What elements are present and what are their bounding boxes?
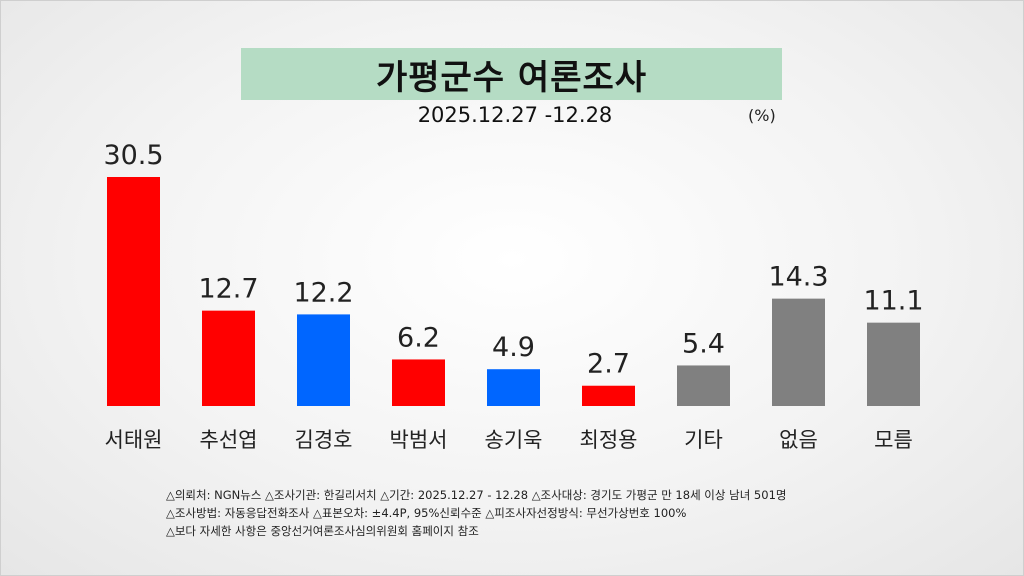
chart-title: 가평군수 여론조사: [375, 57, 648, 98]
value-label: 5.4: [682, 328, 725, 359]
category-label: 김경호: [295, 428, 353, 452]
bar-기타: [677, 365, 730, 406]
category-label: 없음: [779, 428, 818, 452]
bar-송기욱: [487, 369, 540, 406]
value-label: 4.9: [492, 332, 535, 363]
category-label: 박범서: [390, 428, 448, 452]
footnotes: △의뢰처: NGN뉴스 △조사기관: 한길리서치 △기간: 2025.12.27…: [166, 486, 786, 540]
bar-없음: [772, 298, 825, 406]
value-label: 30.5: [103, 140, 163, 171]
survey-date: 2025.12.27 -12.28: [417, 103, 613, 127]
footnote-line: △의뢰처: NGN뉴스 △조사기관: 한길리서치 △기간: 2025.12.27…: [166, 488, 787, 502]
category-label: 송기욱: [485, 428, 543, 452]
category-label: 모름: [874, 428, 913, 452]
value-label: 12.2: [293, 277, 353, 308]
title-banner: 가평군수 여론조사: [241, 48, 782, 100]
bar-모름: [867, 322, 920, 406]
bar-추선엽: [202, 310, 255, 406]
bar-최정용: [582, 385, 635, 406]
category-label: 추선엽: [200, 428, 258, 452]
footnote-line: △보다 자세한 사항은 중앙선거여론조사심의위원회 홈페이지 참조: [166, 524, 479, 538]
value-label: 6.2: [397, 322, 440, 353]
bar-박범서: [392, 359, 445, 406]
value-label: 12.7: [198, 274, 258, 305]
category-label: 기타: [684, 428, 723, 452]
footnote-line: △조사방법: 자동응답전화조사 △표본오차: ±4.4P, 95%신뢰수준 △피…: [166, 506, 687, 520]
value-label: 2.7: [587, 349, 630, 380]
category-label: 최정용: [580, 428, 638, 452]
unit-label: (%): [748, 106, 776, 125]
bar-서태원: [107, 177, 160, 406]
value-label: 11.1: [863, 286, 923, 317]
category-label: 서태원: [105, 428, 163, 452]
bar-김경호: [297, 314, 350, 406]
value-label: 14.3: [768, 262, 828, 293]
